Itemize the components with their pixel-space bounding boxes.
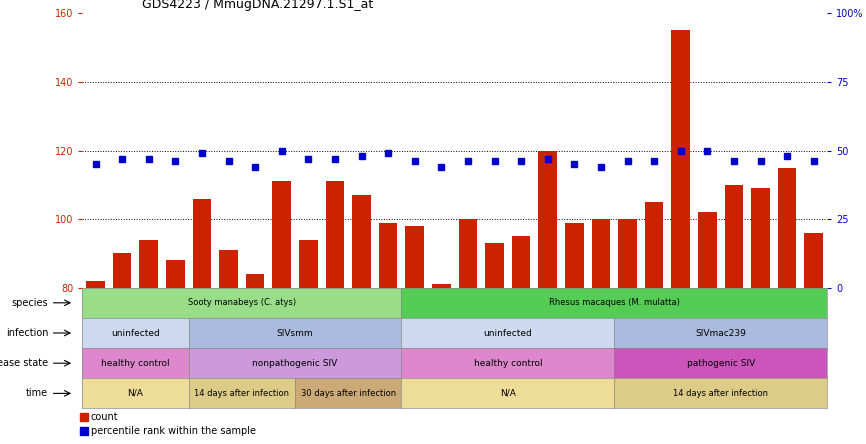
Bar — [485, 243, 504, 288]
Bar — [565, 222, 584, 288]
Text: disease state: disease state — [0, 358, 48, 368]
Bar — [219, 250, 238, 288]
Bar — [459, 219, 477, 288]
Text: GDS4223 / MmugDNA.21297.1.S1_at: GDS4223 / MmugDNA.21297.1.S1_at — [142, 0, 373, 11]
Bar — [246, 274, 264, 288]
Text: uninfected: uninfected — [111, 329, 160, 337]
Text: pathogenic SIV: pathogenic SIV — [687, 359, 755, 368]
Text: 14 days after infection: 14 days after infection — [673, 389, 768, 398]
Text: species: species — [12, 298, 48, 308]
Bar — [432, 284, 450, 288]
Text: healthy control: healthy control — [101, 359, 170, 368]
Text: count: count — [91, 412, 119, 422]
Text: SIVsmm: SIVsmm — [277, 329, 313, 337]
Bar — [166, 260, 184, 288]
Text: time: time — [26, 388, 48, 398]
Bar — [751, 188, 770, 288]
Bar — [405, 226, 424, 288]
Text: uninfected: uninfected — [483, 329, 533, 337]
Text: infection: infection — [6, 328, 48, 338]
Text: percentile rank within the sample: percentile rank within the sample — [91, 426, 256, 436]
Bar — [113, 254, 132, 288]
Text: 30 days after infection: 30 days after infection — [301, 389, 396, 398]
Text: N/A: N/A — [500, 389, 516, 398]
Text: N/A: N/A — [127, 389, 144, 398]
Bar — [539, 151, 557, 288]
Bar — [326, 182, 345, 288]
Bar — [618, 219, 637, 288]
Bar — [698, 212, 717, 288]
Text: Sooty manabeys (C. atys): Sooty manabeys (C. atys) — [188, 298, 296, 307]
Text: Rhesus macaques (M. mulatta): Rhesus macaques (M. mulatta) — [549, 298, 680, 307]
Bar — [671, 31, 690, 288]
Bar — [591, 219, 611, 288]
Bar — [273, 182, 291, 288]
Bar — [352, 195, 371, 288]
Bar — [139, 240, 158, 288]
Bar — [725, 185, 743, 288]
Bar — [805, 233, 823, 288]
Text: SIVmac239: SIVmac239 — [695, 329, 746, 337]
Bar — [192, 198, 211, 288]
Bar — [87, 281, 105, 288]
Bar — [778, 168, 797, 288]
Text: nonpathogenic SIV: nonpathogenic SIV — [252, 359, 338, 368]
Text: healthy control: healthy control — [474, 359, 542, 368]
Bar — [378, 222, 397, 288]
Bar — [299, 240, 318, 288]
Bar — [512, 236, 531, 288]
Bar — [645, 202, 663, 288]
Text: 14 days after infection: 14 days after infection — [194, 389, 289, 398]
